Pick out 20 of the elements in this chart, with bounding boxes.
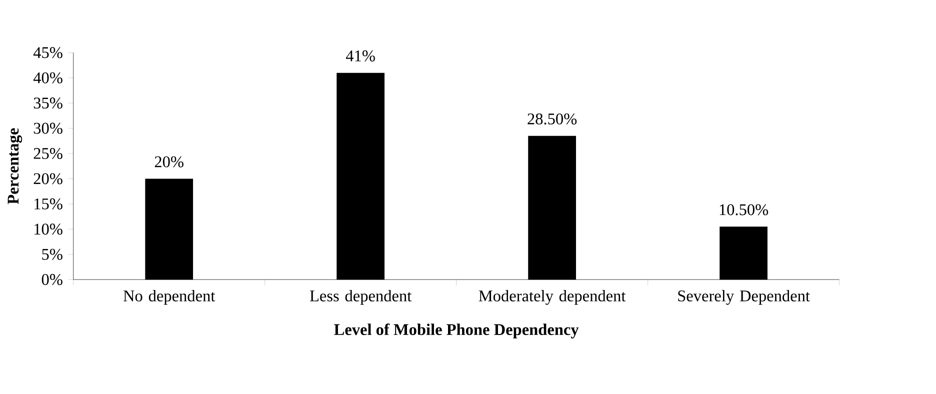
y-tick-label: 25% (34, 148, 62, 159)
y-tick-label: 10% (34, 223, 62, 234)
x-tick-label: Severely Dependent (678, 290, 810, 305)
x-tick-label: Less dependent (310, 290, 412, 305)
y-axis-title: Percentage (8, 128, 22, 204)
x-axis-title: Level of Mobile Phone Dependency (334, 323, 579, 338)
data-label: 10.50% (720, 204, 768, 216)
x-tick-label: No dependent (123, 290, 216, 305)
x-tick-label: Moderately dependent (478, 290, 626, 305)
y-tick-label: 30% (34, 122, 62, 134)
data-label: 28.50% (528, 113, 577, 124)
y-tick-label: 45% (33, 46, 62, 58)
y-tick-label: 5% (42, 248, 62, 260)
y-tick-label: 40% (33, 72, 62, 84)
y-tick-label: 0% (42, 274, 62, 285)
y-tick-label: 35% (34, 97, 62, 108)
data-label: 20% (154, 156, 184, 168)
y-tick-label: 20% (34, 172, 62, 184)
data-label: 41% (346, 50, 375, 62)
y-tick-label: 15% (34, 198, 62, 210)
